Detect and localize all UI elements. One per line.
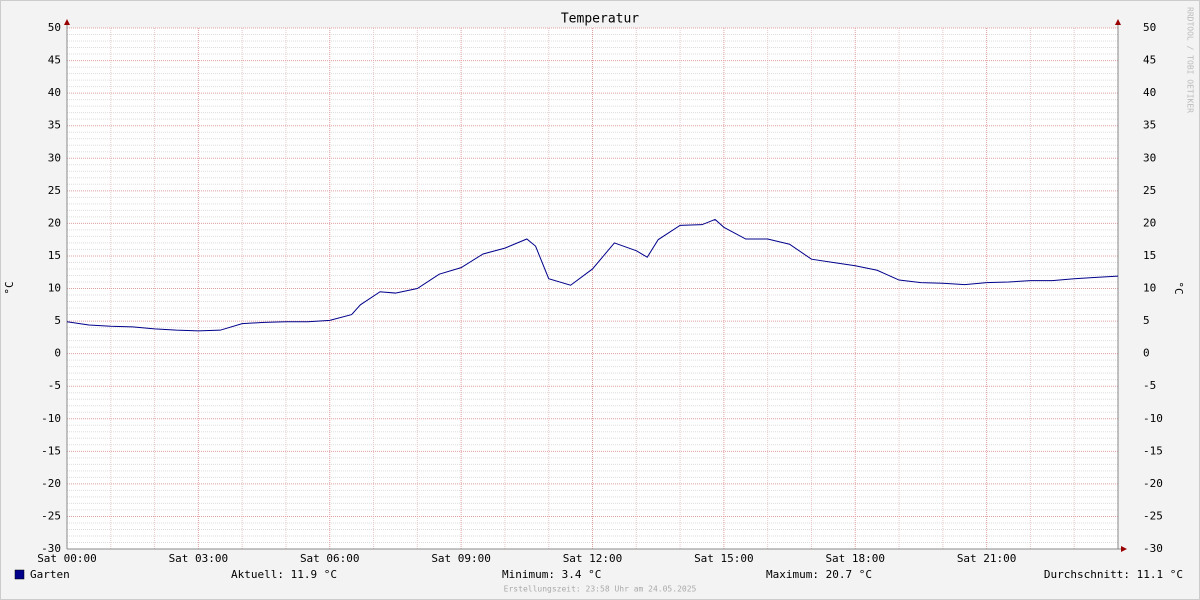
x-tick-label: Sat 09:00 (431, 552, 491, 565)
arrow (1121, 546, 1127, 552)
y-tick-label: 0 (54, 347, 61, 360)
watermark: RRDTOOL / TOBI OETIKER (1186, 7, 1195, 113)
y-tick-label: 15 (48, 249, 61, 262)
y2-axis-label: °C (1172, 281, 1185, 294)
y-tick-label: 45 (48, 54, 61, 67)
x-tick-label: Sat 15:00 (694, 552, 754, 565)
footer: Erstellungszeit: 23:58 Uhr am 24.05.2025 (504, 585, 697, 594)
y2-tick-label: 15 (1143, 249, 1156, 262)
x-tick-label: Sat 12:00 (563, 552, 623, 565)
x-tick-label: Sat 18:00 (825, 552, 885, 565)
y-tick-label: -20 (41, 477, 61, 490)
y2-tick-label: 20 (1143, 216, 1156, 229)
y2-tick-label: 25 (1143, 184, 1156, 197)
y-tick-label: 25 (48, 184, 61, 197)
y-tick-label: -15 (41, 444, 61, 457)
y2-tick-label: 35 (1143, 119, 1156, 132)
y-tick-label: 50 (48, 21, 61, 34)
y2-tick-label: -15 (1143, 444, 1163, 457)
legend-label: Garten (30, 568, 70, 581)
x-tick-label: Sat 03:00 (169, 552, 229, 565)
y2-tick-label: 10 (1143, 282, 1156, 295)
chart-title: Temperatur (561, 12, 639, 27)
y2-tick-label: -30 (1143, 542, 1163, 555)
y-tick-label: 40 (48, 86, 61, 99)
y-tick-label: -10 (41, 412, 61, 425)
y2-tick-label: -20 (1143, 477, 1163, 490)
arrow (1115, 19, 1121, 25)
y2-tick-label: -25 (1143, 509, 1163, 522)
y-tick-label: -25 (41, 509, 61, 522)
y2-tick-label: 5 (1143, 314, 1150, 327)
x-tick-label: Sat 06:00 (300, 552, 360, 565)
data-line (66, 218, 1119, 332)
y2-tick-label: 50 (1143, 21, 1156, 34)
y2-tick-label: 40 (1143, 86, 1156, 99)
y2-tick-label: 0 (1143, 347, 1150, 360)
summary-max: Maximum: 20.7 °C (766, 568, 872, 581)
y2-tick-label: 45 (1143, 54, 1156, 67)
summary-avg: Durchschnitt: 11.1 °C (1044, 568, 1183, 581)
y-tick-label: -5 (48, 379, 61, 392)
x-tick-label: Sat 21:00 (957, 552, 1017, 565)
arrow (64, 19, 70, 25)
legend-swatch (14, 569, 25, 580)
x-tick-label: Sat 00:00 (37, 552, 97, 565)
y2-tick-label: 30 (1143, 151, 1156, 164)
y-tick-label: 35 (48, 119, 61, 132)
y-tick-label: -30 (41, 542, 61, 555)
y-tick-label: 20 (48, 216, 61, 229)
y2-tick-label: -5 (1143, 379, 1156, 392)
y-tick-label: 5 (54, 314, 61, 327)
y-tick-label: 10 (48, 282, 61, 295)
y-axis-label: °C (3, 281, 16, 294)
y-tick-label: 30 (48, 151, 61, 164)
summary-min: Minimum: 3.4 °C (502, 568, 601, 581)
y2-tick-label: -10 (1143, 412, 1163, 425)
summary-current: Aktuell: 11.9 °C (231, 568, 337, 581)
